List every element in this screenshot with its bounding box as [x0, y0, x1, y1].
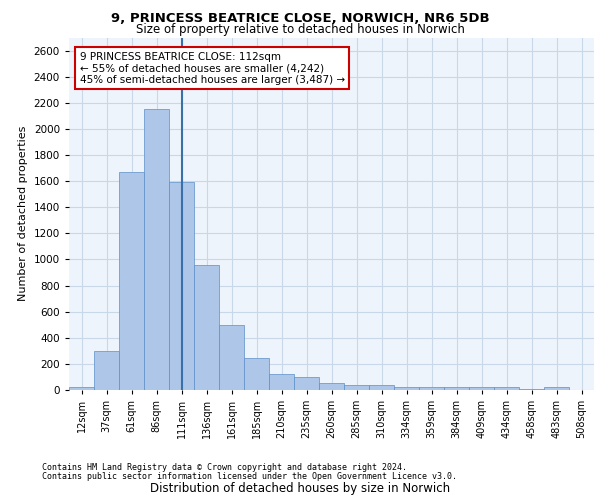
Bar [244, 358, 269, 390]
Text: 9, PRINCESS BEATRICE CLOSE, NORWICH, NR6 5DB: 9, PRINCESS BEATRICE CLOSE, NORWICH, NR6… [110, 12, 490, 26]
Bar [269, 374, 294, 390]
Bar [219, 324, 244, 390]
Bar [169, 182, 194, 390]
Bar [419, 388, 444, 390]
Bar [394, 388, 419, 390]
Bar [319, 384, 344, 390]
Bar [69, 386, 94, 390]
Bar [144, 110, 169, 390]
Bar [294, 377, 319, 390]
Bar [344, 385, 369, 390]
Bar [469, 388, 494, 390]
Bar [94, 351, 119, 390]
Bar [444, 388, 469, 390]
Text: 9 PRINCESS BEATRICE CLOSE: 112sqm
← 55% of detached houses are smaller (4,242)
4: 9 PRINCESS BEATRICE CLOSE: 112sqm ← 55% … [79, 52, 344, 85]
Y-axis label: Number of detached properties: Number of detached properties [18, 126, 28, 302]
Text: Contains public sector information licensed under the Open Government Licence v3: Contains public sector information licen… [42, 472, 457, 481]
Text: Contains HM Land Registry data © Crown copyright and database right 2024.: Contains HM Land Registry data © Crown c… [42, 464, 407, 472]
Bar [194, 264, 219, 390]
Bar [494, 388, 519, 390]
Bar [119, 172, 144, 390]
Bar [544, 386, 569, 390]
Bar [369, 386, 394, 390]
Text: Distribution of detached houses by size in Norwich: Distribution of detached houses by size … [150, 482, 450, 495]
Text: Size of property relative to detached houses in Norwich: Size of property relative to detached ho… [136, 22, 464, 36]
